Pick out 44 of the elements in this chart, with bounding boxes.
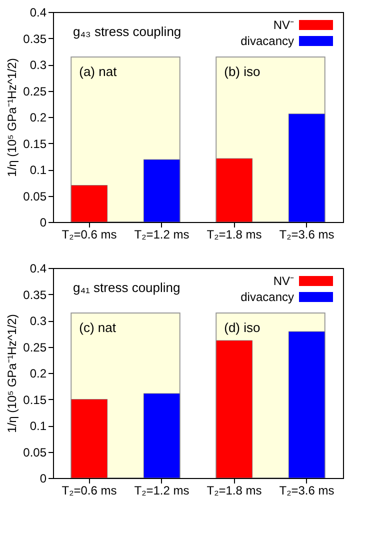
x-tick-label: T₂=1.2 ms — [134, 228, 190, 242]
legend-label: divacancy — [240, 290, 294, 304]
x-tick-label: T₂=0.6 ms — [62, 484, 117, 498]
x-tick-label: T₂=1.2 ms — [134, 484, 190, 498]
y-tick-label: 0.35 — [23, 288, 47, 302]
y-tick-label: 0 — [40, 216, 47, 230]
y-tick-label: 0 — [40, 472, 47, 486]
y-tick-label: 0.1 — [30, 419, 47, 433]
y-tick-label: 0.1 — [30, 163, 47, 177]
band-label: (d) iso — [224, 320, 260, 335]
y-tick-label: 0.4 — [30, 262, 47, 276]
y-tick-label: 0.15 — [23, 392, 47, 407]
y-tick-label: 0.2 — [30, 366, 47, 380]
x-tick-label: T₂=3.6 ms — [279, 228, 334, 242]
bar — [288, 114, 326, 222]
y-tick-label: 0.25 — [23, 340, 47, 354]
x-tick-label: T₂=1.8 ms — [206, 484, 262, 498]
y-tick-label: 0.4 — [30, 6, 47, 20]
text: g₄₁ stress coupling — [73, 280, 180, 295]
x-tick-label: T₂=3.6 ms — [279, 484, 334, 498]
y-tick-label: 0.05 — [23, 189, 47, 204]
x-tick-label: T₂=1.8 ms — [206, 228, 262, 242]
band-label: (c) nat — [79, 320, 116, 335]
text: g₄₃ stress coupling — [73, 24, 182, 39]
y-tick-label: 0.05 — [23, 445, 47, 460]
y-tick-label: 0.25 — [23, 84, 47, 98]
y-tick-label: 0.3 — [30, 314, 47, 328]
legend-label: NV⁻ — [273, 274, 294, 288]
y-tick-label: 0.35 — [23, 32, 47, 46]
y-axis-title: 1/η (10⁵ GPa⁻¹Hz^1/2) — [5, 314, 20, 433]
y-tick-label: 0.2 — [30, 110, 47, 124]
legend-label: divacancy — [240, 34, 294, 48]
band-label: (a) nat — [79, 64, 118, 79]
bar — [216, 158, 253, 222]
band-label: (b) iso — [224, 64, 260, 79]
bar — [70, 399, 108, 478]
legend-label: NV⁻ — [273, 18, 294, 32]
y-tick-label: 0.15 — [23, 136, 47, 151]
x-tick-label: T₂=0.6 ms — [62, 228, 117, 242]
bar — [70, 185, 108, 222]
bar — [143, 159, 180, 222]
bar — [143, 393, 180, 478]
y-axis-title: 1/η (10⁵ GPa⁻¹Hz^1/2) — [5, 58, 20, 177]
y-tick-label: 0.3 — [30, 58, 47, 72]
